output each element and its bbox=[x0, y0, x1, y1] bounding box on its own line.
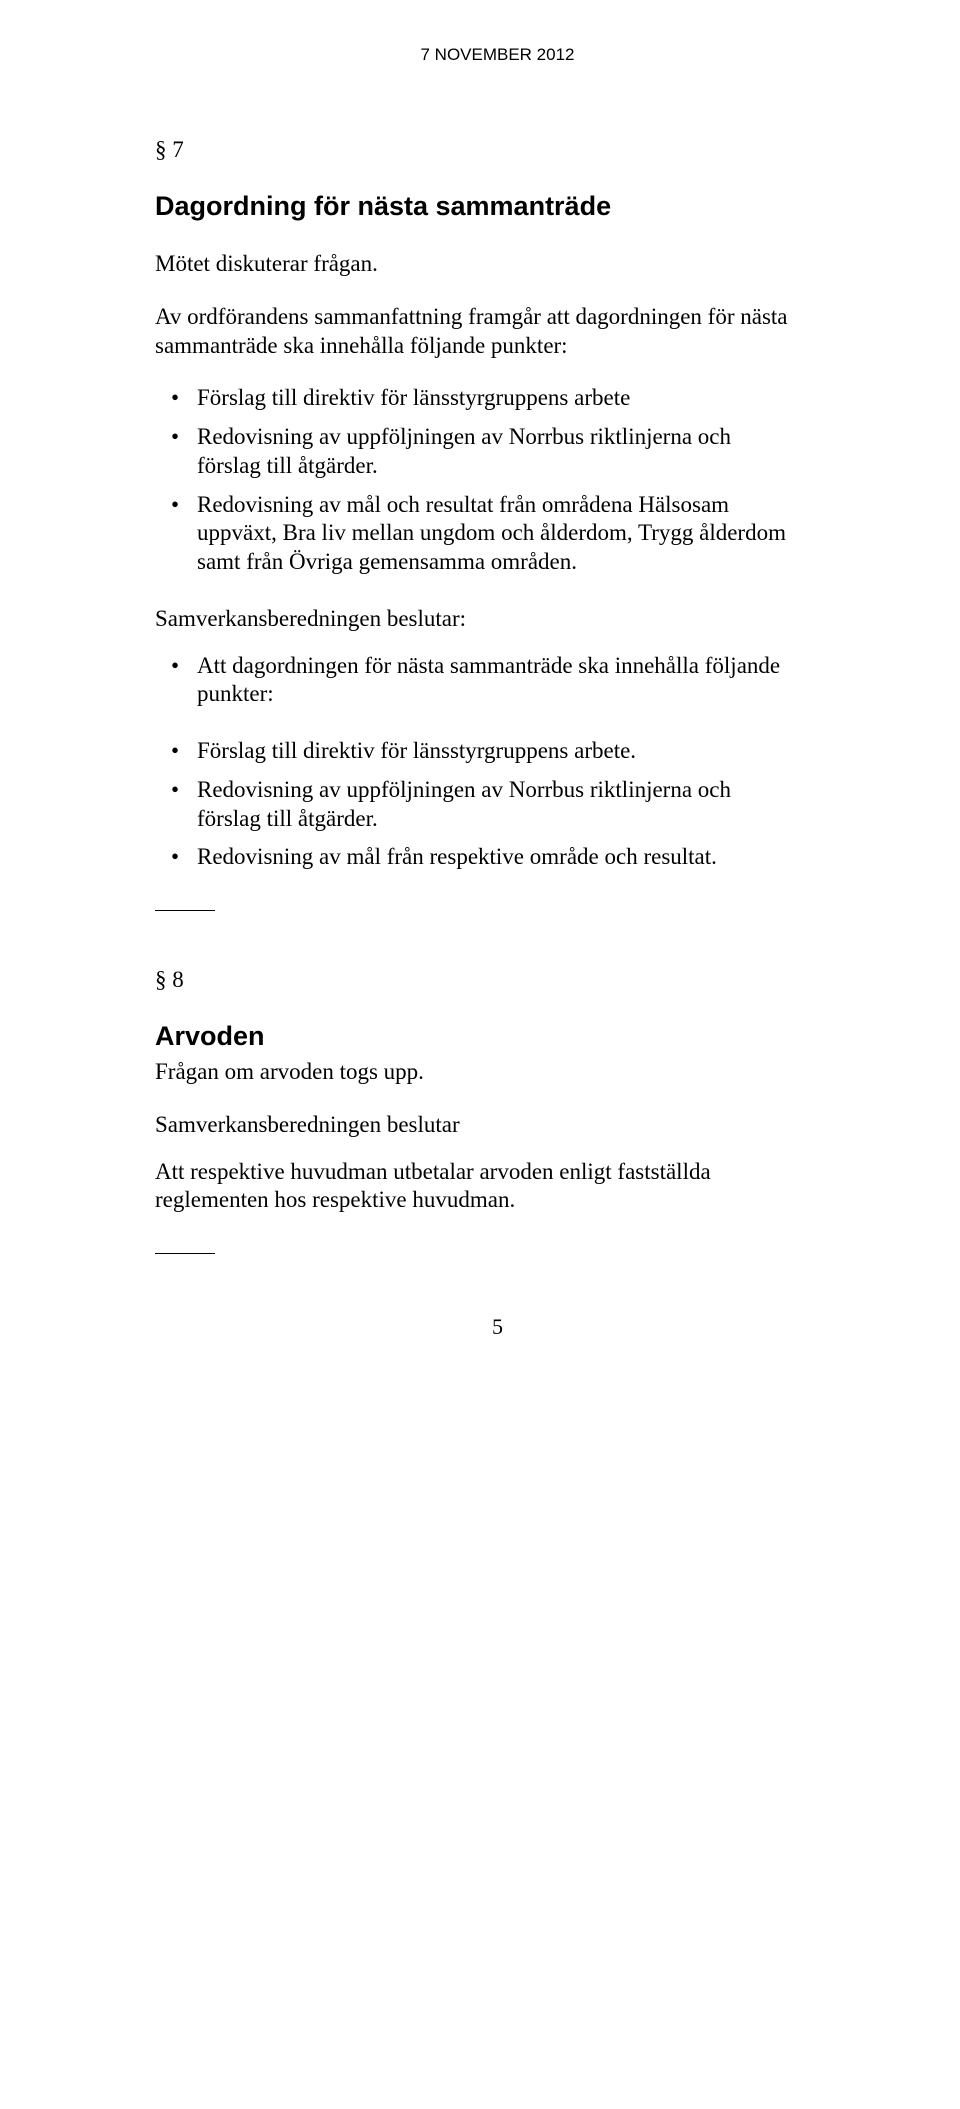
section-8-heading: Arvoden bbox=[155, 1021, 840, 1052]
list-item: Förslag till direktiv för länsstyrgruppe… bbox=[155, 737, 795, 766]
list-item: Redovisning av uppföljningen av Norrbus … bbox=[155, 776, 795, 834]
section-7-number: § 7 bbox=[155, 137, 840, 163]
section-divider bbox=[155, 1253, 215, 1254]
section-divider bbox=[155, 910, 215, 911]
section-7-list-3: Förslag till direktiv för länsstyrgruppe… bbox=[155, 737, 795, 872]
section-7-p2: Av ordförandens sammanfattning framgår a… bbox=[155, 303, 795, 361]
list-item: Att dagordningen för nästa sammanträde s… bbox=[155, 652, 795, 710]
section-7-heading: Dagordning för nästa sammanträde bbox=[155, 191, 840, 222]
list-item: Redovisning av mål från respektive områd… bbox=[155, 843, 795, 872]
section-7-p3: Samverkansberedningen beslutar: bbox=[155, 605, 795, 634]
page-number: 5 bbox=[155, 1314, 840, 1340]
section-7-p1: Mötet diskuterar frågan. bbox=[155, 250, 795, 279]
section-7-list-2: Att dagordningen för nästa sammanträde s… bbox=[155, 652, 795, 710]
list-item: Förslag till direktiv för länsstyrgruppe… bbox=[155, 384, 795, 413]
section-8-number: § 8 bbox=[155, 967, 840, 993]
date-header: 7 NOVEMBER 2012 bbox=[155, 45, 840, 65]
list-item: Redovisning av uppföljningen av Norrbus … bbox=[155, 423, 795, 481]
section-7-list-1: Förslag till direktiv för länsstyrgruppe… bbox=[155, 384, 795, 577]
section-8-p1: Frågan om arvoden togs upp. bbox=[155, 1058, 795, 1087]
section-8-p2: Samverkansberedningen beslutar bbox=[155, 1111, 795, 1140]
list-item: Redovisning av mål och resultat från omr… bbox=[155, 491, 795, 577]
section-8-p3: Att respektive huvudman utbetalar arvode… bbox=[155, 1158, 795, 1216]
